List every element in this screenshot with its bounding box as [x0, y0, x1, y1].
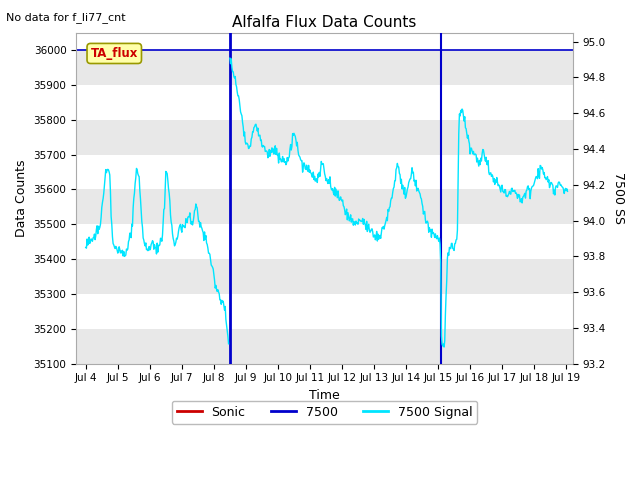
- Bar: [76, 50, 573, 85]
- Text: TA_flux: TA_flux: [91, 47, 138, 60]
- X-axis label: Time: Time: [309, 389, 340, 402]
- Bar: [76, 259, 573, 294]
- Y-axis label: 7500 SS: 7500 SS: [612, 172, 625, 224]
- Y-axis label: Data Counts: Data Counts: [15, 159, 28, 237]
- Bar: [76, 120, 573, 155]
- Bar: [76, 329, 573, 364]
- Text: No data for f_li77_cnt: No data for f_li77_cnt: [6, 12, 126, 23]
- Bar: [76, 190, 573, 224]
- Title: Alfalfa Flux Data Counts: Alfalfa Flux Data Counts: [232, 15, 417, 30]
- Legend: Sonic, 7500, 7500 Signal: Sonic, 7500, 7500 Signal: [172, 401, 477, 424]
